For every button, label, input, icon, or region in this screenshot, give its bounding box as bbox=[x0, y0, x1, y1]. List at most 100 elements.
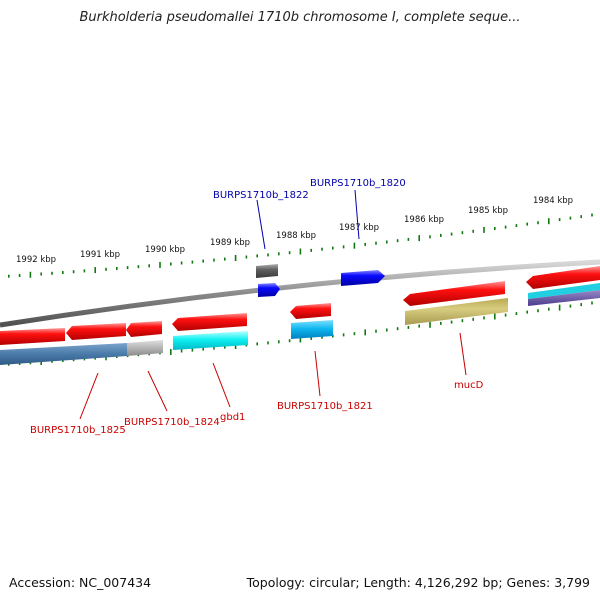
minor-tick bbox=[569, 216, 572, 220]
gene-label[interactable]: gbd1 bbox=[220, 412, 245, 423]
minor-tick bbox=[332, 246, 334, 250]
gene-arrow-reverse[interactable] bbox=[290, 303, 331, 319]
minor-tick bbox=[245, 255, 248, 259]
minor-tick bbox=[288, 251, 291, 255]
minor-tick bbox=[472, 317, 474, 321]
gene-arrow-reverse[interactable] bbox=[126, 321, 162, 337]
kbp-label: 1992 kbp bbox=[16, 255, 56, 265]
gene-label[interactable]: BURPS1710b_1821 bbox=[277, 401, 373, 412]
gene-arrow-forward[interactable] bbox=[256, 264, 278, 278]
gene-label[interactable]: BURPS1710b_1820 bbox=[310, 178, 406, 189]
leader-line bbox=[314, 350, 321, 397]
gene-label[interactable]: BURPS1710b_1822 bbox=[213, 190, 309, 201]
major-tick bbox=[29, 271, 32, 278]
gene-arrow-reverse[interactable] bbox=[403, 281, 505, 306]
minor-tick bbox=[116, 267, 118, 270]
reverse-strand-track bbox=[0, 266, 600, 345]
feature-block[interactable] bbox=[528, 283, 600, 299]
minor-tick bbox=[591, 213, 593, 217]
minor-tick bbox=[18, 274, 21, 277]
minor-tick bbox=[321, 247, 323, 251]
minor-tick bbox=[202, 347, 204, 351]
major-tick bbox=[364, 329, 366, 336]
minor-tick bbox=[504, 225, 507, 229]
minor-tick bbox=[386, 240, 388, 244]
minor-tick bbox=[353, 332, 356, 336]
feature-block[interactable] bbox=[291, 320, 333, 339]
minor-tick bbox=[494, 227, 496, 230]
outer-tick-row bbox=[8, 213, 593, 278]
feature-block[interactable] bbox=[528, 290, 600, 306]
kbp-label: 1987 kbp bbox=[339, 223, 379, 233]
minor-tick bbox=[461, 319, 464, 323]
minor-tick bbox=[256, 254, 258, 258]
minor-tick bbox=[278, 252, 280, 256]
minor-tick bbox=[569, 304, 572, 308]
minor-tick bbox=[558, 218, 561, 222]
minor-tick bbox=[267, 253, 269, 257]
minor-tick bbox=[450, 232, 453, 236]
gene-label[interactable]: BURPS1710b_1825 bbox=[30, 425, 126, 436]
minor-tick bbox=[537, 309, 539, 313]
minor-tick bbox=[62, 271, 64, 274]
minor-tick bbox=[396, 239, 399, 243]
minor-tick bbox=[202, 259, 204, 263]
feature-block[interactable] bbox=[173, 331, 248, 350]
minor-tick bbox=[224, 345, 226, 349]
major-tick bbox=[548, 218, 550, 225]
minor-tick bbox=[213, 258, 215, 262]
minor-tick bbox=[170, 262, 172, 266]
gene-labels: BURPS1710b_1822 BURPS1710b_1820 BURPS171… bbox=[30, 178, 484, 436]
topology-info: Topology: circular; Length: 4,126,292 bp… bbox=[246, 575, 590, 590]
leader-line bbox=[256, 199, 266, 250]
kbp-label: 1990 kbp bbox=[145, 245, 185, 255]
forward-strand-track bbox=[256, 264, 385, 297]
minor-tick bbox=[440, 321, 442, 325]
minor-tick bbox=[8, 274, 10, 278]
major-tick bbox=[429, 321, 431, 328]
feature-block[interactable] bbox=[0, 343, 127, 365]
minor-tick bbox=[40, 272, 42, 276]
leader-line bbox=[354, 189, 360, 240]
minor-tick bbox=[105, 267, 107, 271]
feature-block[interactable] bbox=[127, 340, 163, 356]
minor-tick bbox=[180, 261, 183, 265]
minor-tick bbox=[180, 349, 183, 353]
genome-backbone bbox=[0, 259, 600, 328]
feature-block[interactable] bbox=[405, 298, 508, 325]
minor-tick bbox=[321, 335, 323, 339]
minor-tick bbox=[224, 257, 226, 261]
kbp-label: 1985 kbp bbox=[468, 206, 508, 216]
minor-tick bbox=[310, 336, 312, 340]
minor-tick bbox=[137, 265, 140, 269]
map-title: Burkholderia pseudomallei 1710b chromoso… bbox=[79, 10, 521, 25]
gene-arrow-forward[interactable] bbox=[341, 270, 385, 286]
accession-info: Accession: NC_007434 bbox=[9, 575, 152, 590]
minor-tick bbox=[407, 237, 410, 241]
minor-tick bbox=[364, 242, 366, 246]
minor-tick bbox=[256, 342, 258, 346]
minor-tick bbox=[191, 348, 194, 352]
minor-tick bbox=[126, 266, 129, 270]
major-tick bbox=[299, 336, 302, 343]
gene-arrow-reverse[interactable] bbox=[0, 328, 65, 345]
minor-tick bbox=[580, 215, 582, 219]
kbp-label: 1989 kbp bbox=[210, 238, 250, 248]
minor-tick bbox=[407, 325, 410, 329]
gene-label[interactable]: mucD bbox=[454, 380, 484, 391]
leader-line bbox=[459, 332, 467, 376]
minor-tick bbox=[386, 328, 388, 332]
minor-tick bbox=[483, 316, 485, 320]
gene-arrow-reverse[interactable] bbox=[66, 323, 126, 340]
minor-tick bbox=[440, 233, 442, 237]
minor-tick bbox=[548, 307, 550, 311]
gene-arrow-reverse[interactable] bbox=[526, 266, 600, 289]
gene-label[interactable]: BURPS1710b_1824 bbox=[124, 417, 220, 428]
gene-arrow-reverse[interactable] bbox=[172, 313, 247, 331]
minor-tick bbox=[267, 341, 269, 345]
leader-line bbox=[147, 370, 168, 412]
kbp-label: 1984 kbp bbox=[533, 196, 573, 206]
gene-arrow-forward[interactable] bbox=[258, 283, 280, 297]
